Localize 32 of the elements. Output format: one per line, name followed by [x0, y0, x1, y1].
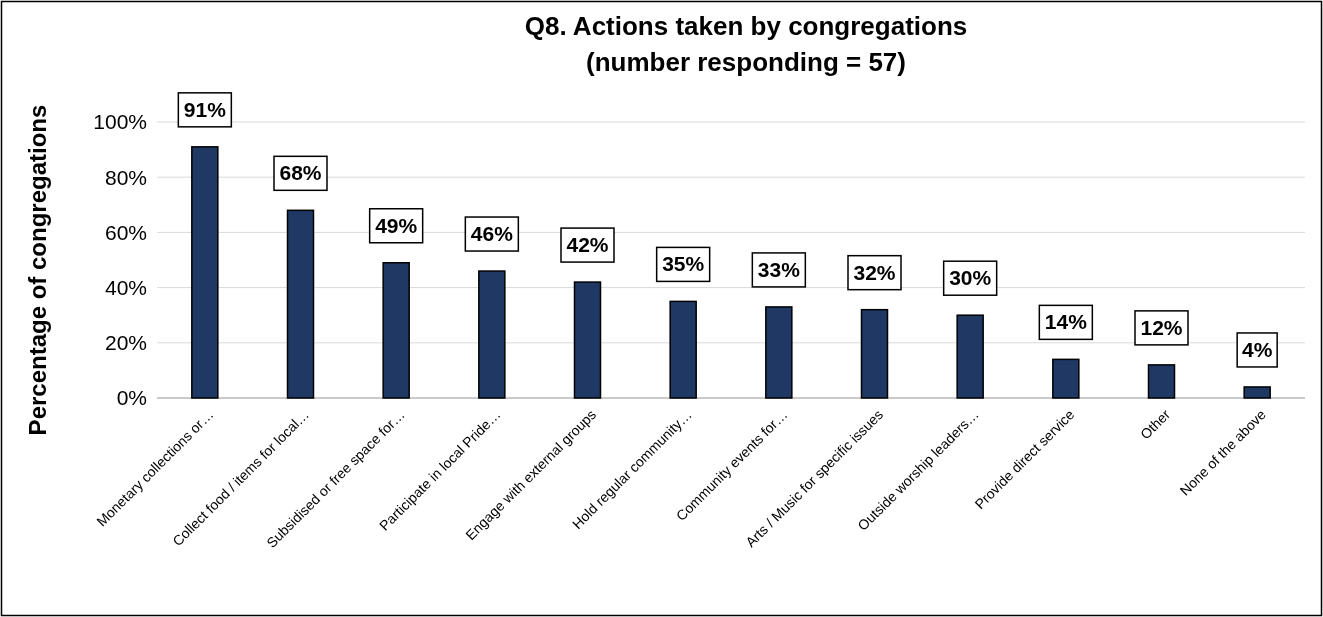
data-label: 14%	[1044, 310, 1088, 334]
y-tick-label: 80%	[104, 165, 147, 189]
chart-title: Q8. Actions taken by congregations (number responding = 57)	[524, 11, 968, 77]
bar	[1147, 364, 1176, 399]
data-label: 32%	[853, 260, 896, 284]
data-label: 30%	[949, 266, 992, 290]
bar	[382, 262, 410, 399]
data-label: 42%	[566, 233, 609, 257]
y-axis-title: Percentage of congregations	[24, 104, 51, 436]
bar	[1052, 358, 1080, 399]
bar	[956, 314, 984, 399]
y-tick-label: 40%	[104, 275, 147, 299]
bar	[573, 281, 602, 399]
data-label: 33%	[757, 257, 801, 281]
bar	[286, 209, 315, 399]
y-tick-label: 0%	[116, 386, 147, 410]
data-label: 49%	[375, 213, 418, 237]
y-tick-label: 60%	[104, 220, 147, 244]
bar	[860, 308, 889, 399]
y-tick-label: 20%	[104, 331, 147, 355]
bar	[765, 306, 793, 399]
bar	[191, 146, 219, 399]
bar	[669, 300, 697, 399]
data-label: 46%	[470, 222, 514, 246]
data-label: 4%	[1241, 337, 1273, 361]
data-label: 68%	[279, 161, 322, 185]
data-label: 91%	[183, 97, 227, 121]
data-label: 12%	[1140, 315, 1183, 339]
y-tick-label: 100%	[93, 110, 147, 134]
data-label: 35%	[662, 252, 705, 276]
bar	[1243, 386, 1271, 399]
bar	[478, 270, 506, 399]
